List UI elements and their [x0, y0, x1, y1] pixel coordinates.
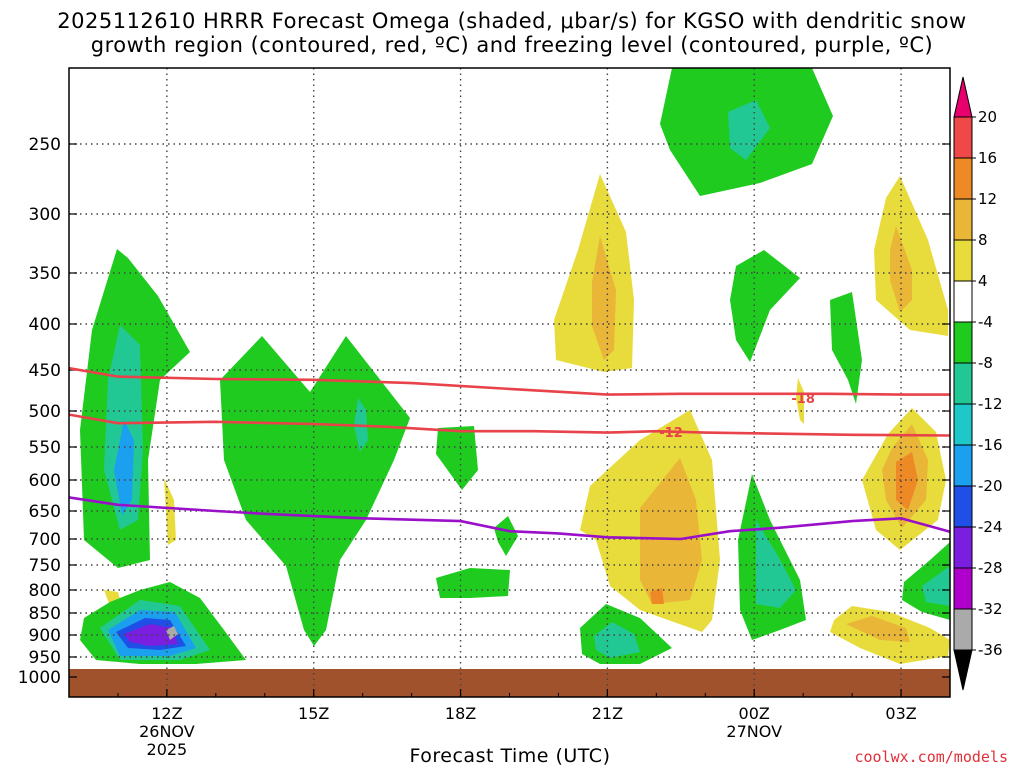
omega-region [896, 452, 918, 510]
y-tick-label: 800 [29, 581, 61, 601]
x-tick-label: 18Z [445, 704, 476, 723]
grid [68, 68, 951, 697]
colorbar-swatch [953, 280, 973, 323]
omega-region [730, 250, 800, 362]
y-tick-label: 700 [29, 530, 61, 550]
x-tick-label: 21Z [592, 704, 623, 723]
y-tick-label: 550 [29, 438, 61, 458]
x-tick-label: 15Z [298, 704, 329, 723]
omega-region [874, 176, 948, 336]
colorbar-label: -8 [978, 354, 993, 372]
omega-region [436, 426, 478, 490]
omega-shading [80, 68, 950, 664]
y-tick-label: 250 [29, 135, 61, 155]
contour-line [69, 366, 950, 396]
x-tick-label: 03Z [885, 704, 916, 723]
colorbar-swatch [953, 485, 973, 528]
x-tick-date: 27NOV [726, 722, 782, 741]
omega-region [494, 516, 518, 556]
colorbar-arrow-top [953, 76, 973, 118]
omega-region [164, 478, 176, 545]
colorbar-swatch [953, 198, 973, 241]
colorbar-swatch [953, 403, 973, 446]
colorbar-label: 12 [978, 190, 997, 208]
y-tick-label: 900 [29, 626, 61, 646]
contour-line [69, 413, 950, 437]
omega-region [436, 568, 510, 598]
omega-region [124, 624, 178, 646]
colorbar-label: 16 [978, 149, 997, 167]
x-tick-date: 26NOV [139, 722, 195, 741]
colorbar-label: -4 [978, 313, 993, 331]
colorbar-swatch [953, 526, 973, 569]
contour-label: -12 [659, 426, 683, 441]
omega-region [922, 566, 950, 606]
colorbar-swatch [953, 362, 973, 405]
plot-frame [68, 67, 951, 698]
y-tick-label: 850 [29, 604, 61, 624]
colorbar-label: -20 [978, 477, 1003, 495]
x-tick-year: 2025 [147, 740, 188, 759]
x-axis-title: Forecast Time (UTC) [409, 745, 611, 767]
colorbar-swatch [953, 321, 973, 364]
colorbar-label: -36 [978, 641, 1003, 659]
y-axis: 2503003504004505005506006507007508008509… [18, 135, 61, 688]
colorbar: 20 16 12 8 4 -4 -8 -12 -16 -20 -24 -28 -32 -36 [953, 76, 1003, 691]
omega-region [796, 378, 804, 424]
x-tick-label: 12Z [151, 704, 182, 723]
credit-text: coolwx.com/models [854, 748, 1008, 766]
omega-region [830, 292, 862, 404]
contours: -18 -12 [69, 366, 950, 541]
y-tick-label: 500 [29, 402, 61, 422]
colorbar-swatch [953, 608, 973, 651]
ground-layer [69, 669, 950, 697]
colorbar-label: 8 [978, 231, 988, 249]
omega-region [594, 622, 640, 658]
contour-label: -18 [791, 392, 815, 407]
y-tick-label: 600 [29, 471, 61, 491]
colorbar-swatch [953, 444, 973, 487]
colorbar-swatch [953, 239, 973, 282]
omega-region [650, 588, 664, 604]
colorbar-label: -28 [978, 559, 1003, 577]
y-tick-label: 1000 [18, 668, 61, 688]
colorbar-label: -32 [978, 600, 1003, 618]
y-tick-label: 300 [29, 205, 61, 225]
omega-region [890, 226, 912, 312]
colorbar-swatch [953, 157, 973, 200]
omega-region [640, 458, 702, 604]
contour-line [69, 496, 950, 541]
colorbar-label: 20 [978, 108, 997, 126]
y-tick-label: 950 [29, 648, 61, 668]
y-tick-label: 450 [29, 361, 61, 381]
y-tick-label: 350 [29, 264, 61, 284]
chart-title-line2: growth region (contoured, red, ºC) and f… [90, 33, 934, 57]
omega-region [592, 236, 616, 360]
colorbar-label: 4 [978, 272, 988, 290]
y-tick-label: 650 [29, 502, 61, 522]
colorbar-label: -16 [978, 436, 1003, 454]
omega-region [728, 100, 770, 160]
omega-region [114, 420, 134, 515]
x-tick-label: 00Z [739, 704, 770, 723]
y-tick-label: 750 [29, 556, 61, 576]
omega-region [756, 520, 796, 608]
colorbar-label: -24 [978, 518, 1003, 536]
omega-region [166, 626, 178, 640]
colorbar-swatch [953, 567, 973, 610]
colorbar-label: -12 [978, 395, 1003, 413]
colorbar-swatch [953, 116, 973, 159]
colorbar-arrow-bottom [953, 649, 973, 691]
y-tick-label: 400 [29, 315, 61, 335]
chart-title-line1: 2025112610 HRRR Forecast Omega (shaded, … [57, 9, 967, 33]
